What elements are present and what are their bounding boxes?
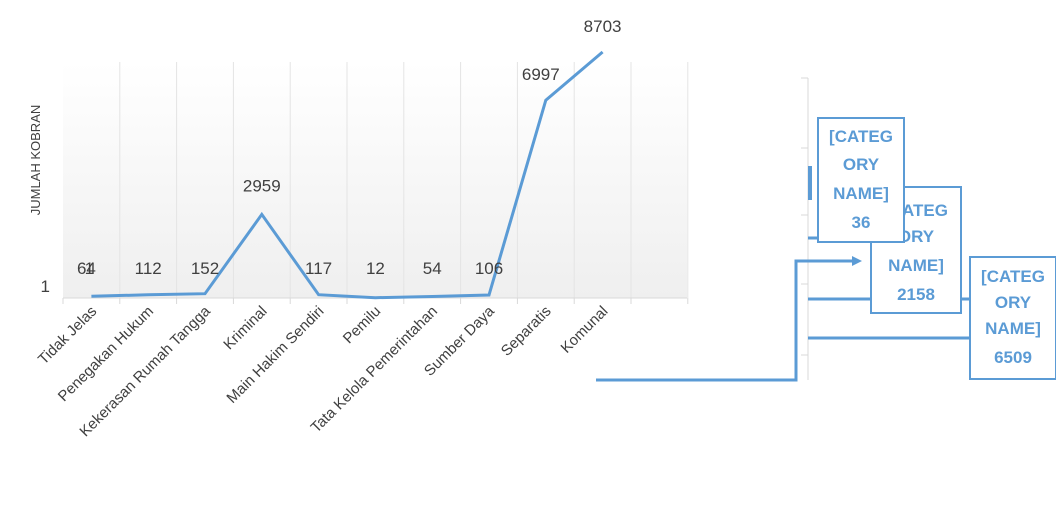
x-tick-label: Main Hakim Sendiri: [223, 303, 327, 407]
connector-arrow: [852, 256, 862, 266]
callout-text: NAME]: [985, 319, 1041, 338]
callout-text: 6509: [994, 348, 1032, 367]
callout-text: ORY: [898, 227, 935, 246]
callout-box: [CATEG ORY NAME] 6509: [969, 256, 1056, 380]
callout-box: [CATEG ORY NAME] 36: [817, 117, 905, 243]
callout-text: [CATEG: [981, 267, 1045, 286]
plot-area: [63, 62, 687, 298]
connector-line: [596, 259, 858, 382]
data-label: 54: [423, 259, 442, 278]
callout-text: [CATEG: [829, 127, 893, 146]
data-label: 1: [85, 259, 94, 278]
callout-text: ORY: [995, 293, 1032, 312]
data-label: 8703: [584, 17, 622, 36]
connector-mark: [808, 166, 812, 200]
data-label: 112: [135, 259, 162, 278]
data-label: 2959: [243, 176, 281, 195]
callout-text: NAME]: [833, 184, 889, 203]
data-label: 152: [191, 259, 219, 278]
data-label: 117: [305, 259, 332, 278]
x-tick-label: Penegakan Hukum: [55, 303, 157, 405]
x-tick-label: Komunal: [558, 303, 612, 357]
x-tick-label: Pemilu: [340, 303, 384, 347]
data-label: 6997: [522, 65, 560, 84]
y-axis-label: JUMLAH KOBRAN: [28, 105, 43, 216]
callout-text: ORY: [843, 155, 880, 174]
x-tick-label: Separatis: [498, 303, 555, 360]
callout-text: 2158: [897, 285, 935, 304]
data-label: 64: [77, 259, 96, 278]
y-tick-label: 1: [41, 277, 50, 296]
callout-region: [CATEG ORY NAME] 6509 [CATEG ORY NAME] 2…: [596, 77, 1056, 382]
x-tick-label: Kriminal: [220, 303, 270, 353]
data-label: 12: [366, 259, 385, 278]
series-line: [91, 50, 604, 300]
callout-text: NAME]: [888, 256, 944, 275]
data-label: 106: [475, 259, 503, 278]
callout-text: 36: [852, 213, 871, 232]
